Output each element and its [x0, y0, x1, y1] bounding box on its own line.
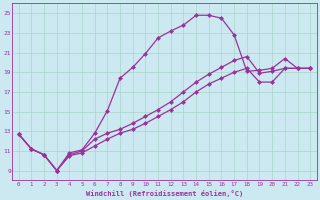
X-axis label: Windchill (Refroidissement éolien,°C): Windchill (Refroidissement éolien,°C)	[86, 190, 243, 197]
